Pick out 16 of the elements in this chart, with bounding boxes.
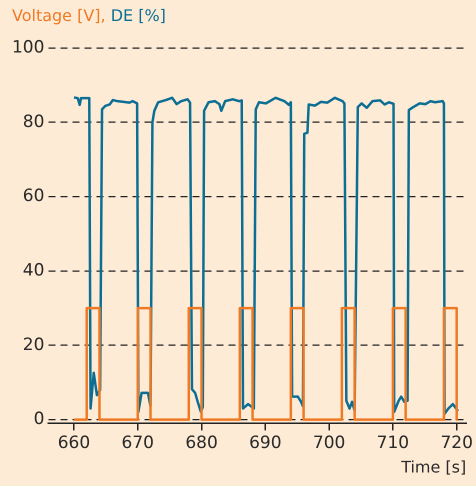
- y-tick-label: 40: [22, 260, 44, 280]
- y-tick-label: 80: [22, 112, 44, 132]
- x-tick-label: 690: [249, 433, 282, 454]
- x-tick-label: 700: [312, 433, 346, 454]
- y-tick-label: 100: [12, 37, 44, 58]
- x-tick-label: 680: [185, 433, 218, 454]
- text: DE [%]: [110, 6, 166, 25]
- x-tick-label: 660: [58, 433, 90, 454]
- y-tick-label: 0: [34, 409, 44, 430]
- y-tick-label: 60: [22, 186, 44, 206]
- text: Voltage [V],: [12, 6, 106, 25]
- x-tick-label: 710: [376, 433, 410, 454]
- x-tick-label: 720: [440, 433, 473, 454]
- x-axis-title: Time [s]: [400, 458, 466, 477]
- y-tick-label: 20: [22, 334, 44, 355]
- x-tick-label: 670: [122, 433, 154, 454]
